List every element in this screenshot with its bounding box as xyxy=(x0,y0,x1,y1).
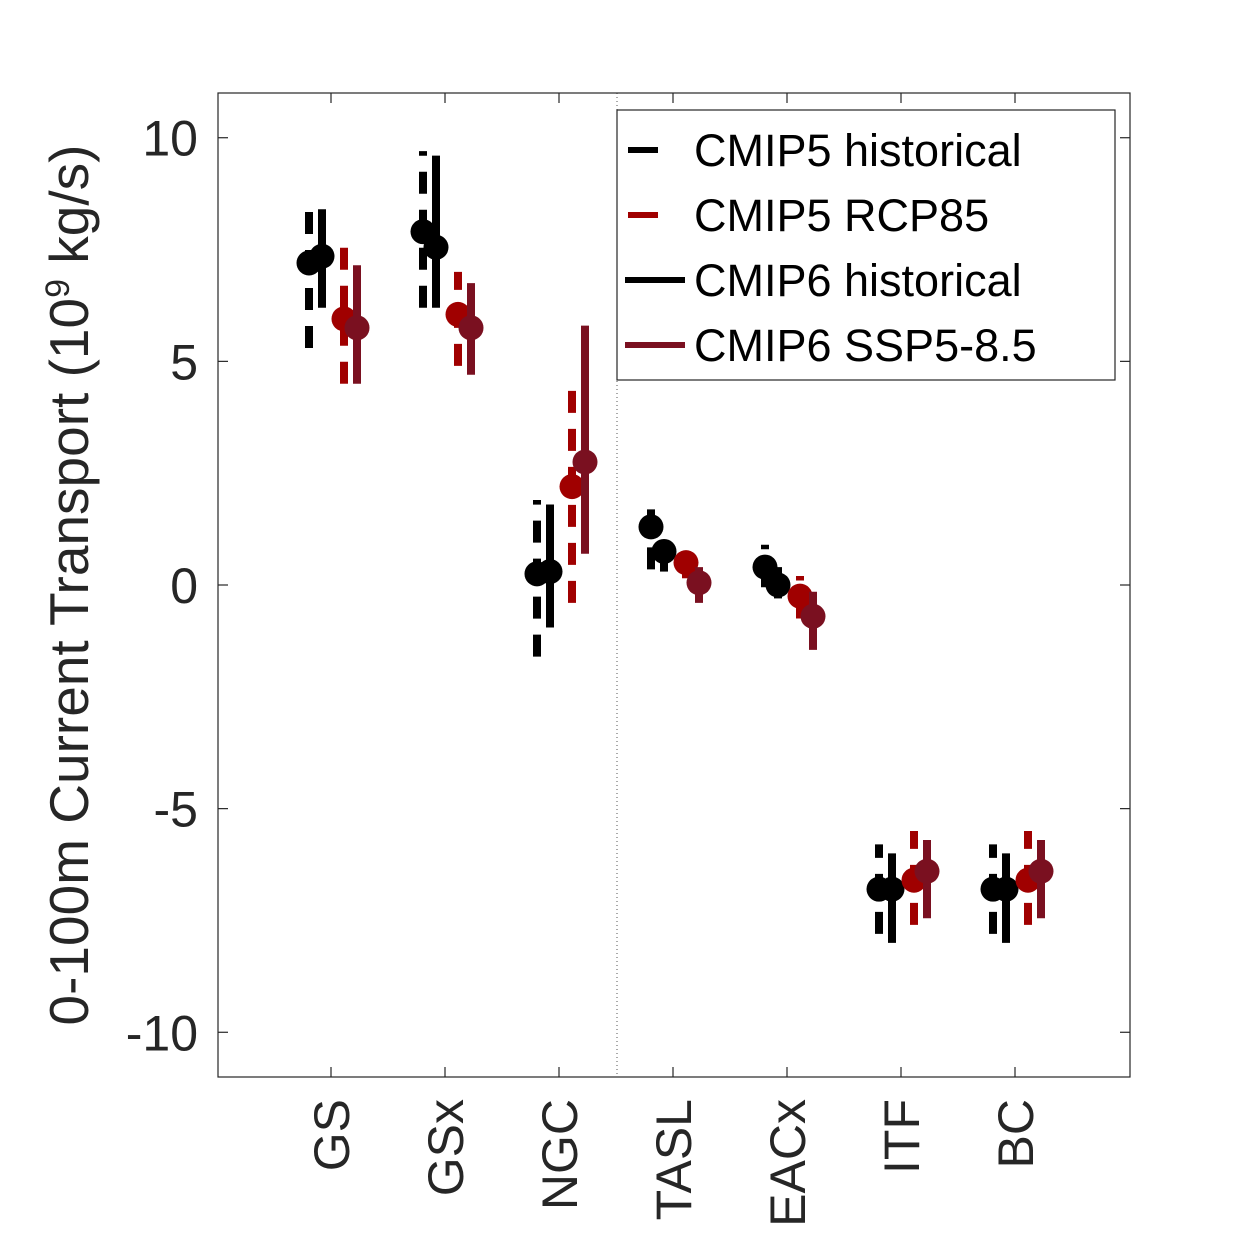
data-point xyxy=(765,572,791,598)
data-point xyxy=(344,315,370,341)
data-point xyxy=(651,538,677,564)
legend-label: CMIP5 historical xyxy=(694,125,1022,176)
series-cmip6-ssp5-8-5 xyxy=(344,265,1054,919)
y-axis-label-suffix: kg/s) xyxy=(38,145,100,279)
y-tick-label: 5 xyxy=(170,334,198,390)
y-tick-label: -5 xyxy=(154,782,198,838)
legend-box xyxy=(616,109,1116,381)
data-point xyxy=(752,554,778,580)
x-tick-label: EACx xyxy=(760,1099,816,1227)
data-point xyxy=(1028,858,1054,884)
series-cmip6-historical xyxy=(309,155,1019,943)
y-axis-label: 0-100m Current Transport (109 kg/s) xyxy=(38,145,100,1026)
x-tick-label: ITF xyxy=(874,1099,930,1174)
data-point xyxy=(537,559,563,585)
y-axis-label-main: 0-100m Current Transport (10 xyxy=(38,298,100,1026)
data-point xyxy=(673,550,699,576)
y-axis-label-superscript: 9 xyxy=(39,279,77,298)
legend-label: CMIP6 SSP5-8.5 xyxy=(694,320,1037,371)
y-tick-label: 10 xyxy=(142,111,198,167)
data-point xyxy=(423,234,449,260)
data-point xyxy=(914,858,940,884)
x-tick-label: NGC xyxy=(532,1099,588,1210)
data-point xyxy=(787,583,813,609)
series-cmip5-rcp85 xyxy=(331,247,1041,925)
x-tick-label: GS xyxy=(304,1099,360,1171)
data-point xyxy=(993,876,1019,902)
x-tick-label: GSx xyxy=(418,1099,474,1196)
legend-label: CMIP6 historical xyxy=(694,255,1022,306)
legend-label: CMIP5 RCP85 xyxy=(694,190,989,241)
data-point xyxy=(458,315,484,341)
x-tick-label: BC xyxy=(988,1099,1044,1168)
y-tick-label: -10 xyxy=(126,1005,198,1061)
y-tick-label: 0 xyxy=(170,558,198,614)
data-point xyxy=(879,876,905,902)
data-point xyxy=(638,514,664,540)
marks-layer xyxy=(296,151,1054,943)
data-point xyxy=(686,570,712,596)
data-point xyxy=(572,449,598,475)
data-point xyxy=(559,474,585,500)
data-point xyxy=(309,243,335,269)
legend: CMIP5 historical CMIP5 RCP85 CMIP6 histori… xyxy=(616,109,1116,381)
data-point xyxy=(800,603,826,629)
ticks-layer: 10 5 0 -5 -10 GS GSx NGC TASL EACx ITF BC xyxy=(126,93,1130,1227)
x-tick-label: TASL xyxy=(646,1099,702,1220)
